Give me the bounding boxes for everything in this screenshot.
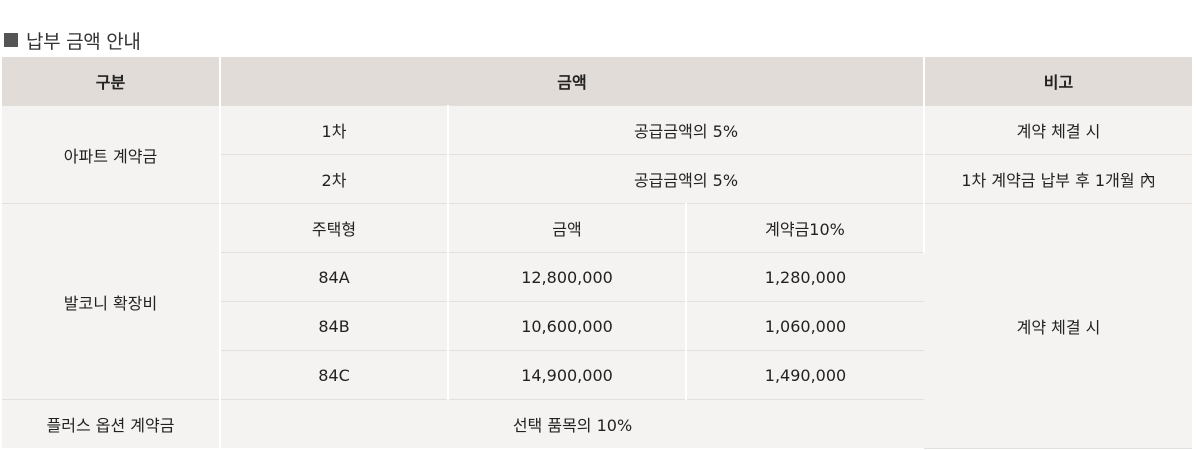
table-row: 발코니 확장비 주택형 금액 계약금10% 계약 체결 시 bbox=[2, 203, 1192, 449]
sub-header-deposit: 계약금10% bbox=[686, 203, 925, 253]
sub-header-type: 주택형 bbox=[220, 203, 449, 253]
header-category: 구분 bbox=[2, 57, 221, 106]
header-note: 비고 bbox=[924, 57, 1192, 106]
table-header-row: 구분 금액 비고 bbox=[2, 57, 1192, 106]
stage-cell: 2차 bbox=[220, 154, 449, 204]
apartment-deposit-label: 아파트 계약금 bbox=[2, 105, 221, 204]
square-bullet-icon bbox=[4, 33, 18, 47]
amount-cell: 14,900,000 bbox=[448, 350, 687, 400]
payment-table: 구분 금액 비고 아파트 계약금 1차 공급금액의 5% 계약 체결 시 2차 … bbox=[2, 57, 1192, 449]
deposit-cell: 1,060,000 bbox=[686, 301, 924, 351]
deposit-cell: 1,490,000 bbox=[686, 350, 924, 400]
table-row: 84B 10,600,000 1,060,000 bbox=[2, 301, 1192, 351]
type-cell: 84C bbox=[220, 350, 449, 400]
table-row: 플러스 옵션 계약금 선택 품목의 10% bbox=[2, 399, 1192, 448]
table-row: 84C 14,900,000 1,490,000 bbox=[2, 350, 1192, 400]
type-cell: 84A bbox=[220, 252, 449, 302]
plus-option-amount: 선택 품목의 10% bbox=[220, 399, 924, 448]
note-cell: 1차 계약금 납부 후 1개월 內 bbox=[924, 154, 1192, 204]
balcony-note-cell: 계약 체결 시 bbox=[924, 203, 1192, 449]
table-row: 아파트 계약금 1차 공급금액의 5% 계약 체결 시 bbox=[2, 105, 1192, 204]
amount-cell: 공급금액의 5% bbox=[448, 154, 925, 204]
stage-cell: 1차 bbox=[220, 105, 449, 155]
section-title-text: 납부 금액 안내 bbox=[26, 30, 141, 53]
deposit-cell: 1,280,000 bbox=[686, 252, 924, 302]
balcony-expansion-label: 발코니 확장비 bbox=[2, 203, 221, 400]
amount-cell: 10,600,000 bbox=[448, 301, 687, 351]
type-cell: 84B bbox=[220, 301, 449, 351]
note-cell: 계약 체결 시 bbox=[924, 105, 1192, 155]
header-amount: 금액 bbox=[220, 57, 925, 106]
section-title: 납부 금액 안내 bbox=[4, 26, 141, 54]
sub-header-amount: 금액 bbox=[448, 203, 687, 253]
amount-cell: 공급금액의 5% bbox=[448, 105, 925, 155]
table-row: 2차 공급금액의 5% 1차 계약금 납부 후 1개월 內 bbox=[2, 154, 1192, 204]
amount-cell: 12,800,000 bbox=[448, 252, 687, 302]
table-row: 84A 12,800,000 1,280,000 bbox=[2, 252, 1192, 302]
plus-option-label: 플러스 옵션 계약금 bbox=[2, 399, 221, 448]
